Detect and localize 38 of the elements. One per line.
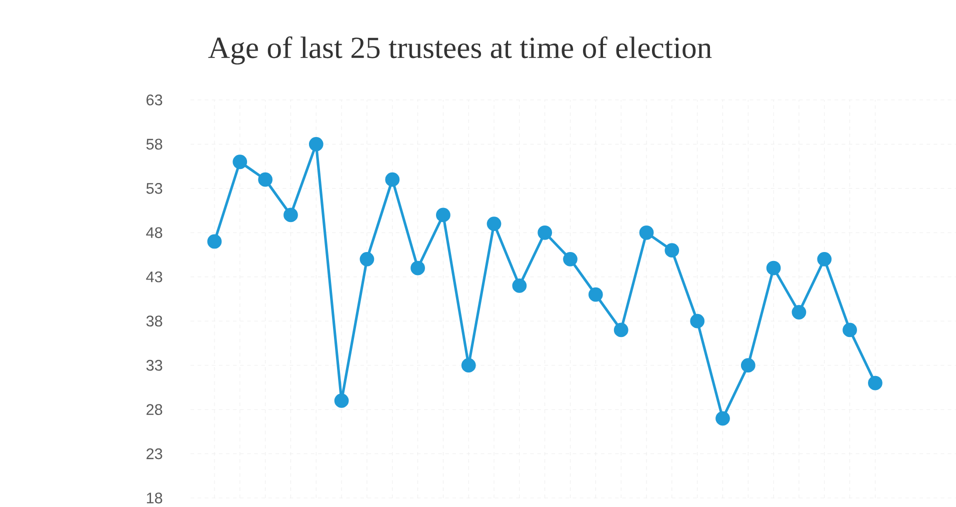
point (308, 136, 324, 152)
point (232, 154, 248, 169)
y-tick-label: 23 (146, 448, 162, 460)
point (385, 172, 400, 187)
y-tick-label: 18 (146, 492, 162, 504)
y-tick-label: 48 (146, 227, 162, 238)
chart-title: Age of last 25 trustees at time of election (208, 36, 712, 64)
y-tick-label: 43 (146, 271, 162, 282)
point (538, 225, 552, 240)
point (207, 234, 222, 248)
point (868, 376, 882, 390)
point (766, 260, 781, 276)
y-tick-label: 58 (146, 138, 162, 150)
point (716, 411, 730, 426)
point (664, 242, 680, 258)
point (258, 172, 273, 187)
point (410, 260, 425, 276)
y-tick-label: 38 (146, 315, 162, 326)
point (334, 393, 349, 408)
point (284, 208, 298, 222)
point (817, 252, 832, 266)
point (842, 322, 857, 337)
point (690, 314, 705, 328)
y-tick-label: 63 (146, 94, 162, 106)
point (740, 358, 756, 372)
point (461, 358, 476, 372)
point (588, 287, 603, 302)
point (614, 322, 628, 337)
point (360, 252, 374, 266)
y-tick-label: 53 (146, 182, 162, 194)
point (792, 304, 806, 320)
y-tick-label: 28 (146, 404, 162, 415)
y-tick-label: 33 (146, 360, 162, 371)
point (563, 252, 578, 266)
point (639, 225, 654, 240)
point (512, 278, 527, 293)
point (436, 208, 450, 222)
point (486, 216, 502, 231)
